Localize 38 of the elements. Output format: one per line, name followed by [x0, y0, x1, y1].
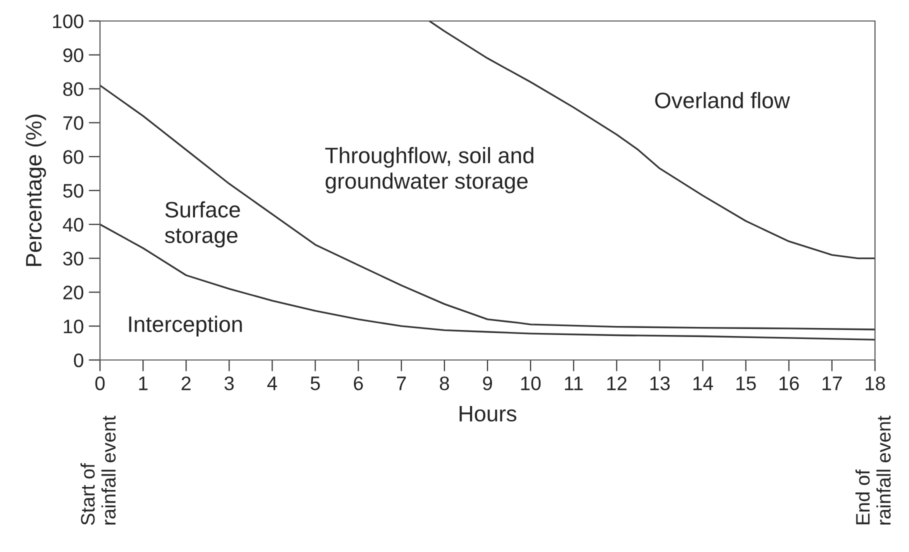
x-tick-label: 3 — [224, 376, 234, 390]
y-tick-label: 100 — [53, 14, 84, 28]
y-tick-label: 80 — [63, 82, 84, 96]
x-tick-label: 2 — [182, 376, 191, 390]
annotation: Surface storage — [164, 201, 240, 248]
x-tick-label: 4 — [267, 376, 278, 390]
x-tick-label: 9 — [483, 376, 492, 390]
annotation: Interception — [129, 316, 242, 336]
y-tick-label: 10 — [64, 320, 84, 334]
x-tick-label: 16 — [780, 376, 799, 390]
y-tick-label: 30 — [63, 252, 84, 266]
y-axis-title: Percentage (%) — [25, 114, 46, 266]
y-tick-label: 90 — [63, 48, 84, 62]
x-tick-label: 13 — [650, 376, 670, 390]
y-tick-label: 60 — [63, 150, 84, 164]
x-tick-label: 7 — [396, 376, 406, 390]
x-tick-label: 14 — [693, 376, 714, 390]
y-tick-label: 20 — [63, 286, 84, 300]
x-tick-label: 11 — [565, 376, 583, 390]
x-tick-label: 18 — [866, 376, 885, 390]
x-tick-label: 15 — [736, 376, 756, 390]
y-tick-label: 0 — [74, 353, 84, 368]
x-tick-label: 12 — [607, 376, 627, 390]
x-tick-label: 5 — [310, 376, 320, 390]
annotation: Throughflow, soil and groundwater storage — [325, 147, 534, 194]
text: Start of rainfall event — [80, 416, 116, 525]
x-tick-label: 1 — [139, 376, 148, 390]
x-tick-label: 0 — [95, 376, 105, 390]
x-axis-title: Hours — [460, 406, 516, 422]
x-tick-label: 17 — [822, 376, 842, 390]
y-tick-label: 50 — [63, 184, 84, 198]
x-tick-label: 8 — [440, 376, 450, 390]
x-tick-label: 6 — [354, 376, 363, 390]
annotation: Overland flow — [655, 92, 790, 108]
x-tick-label: 10 — [521, 376, 541, 390]
y-tick-label: 70 — [63, 116, 84, 130]
text: End of rainfall event — [855, 416, 891, 525]
y-tick-label: 40 — [62, 218, 84, 232]
